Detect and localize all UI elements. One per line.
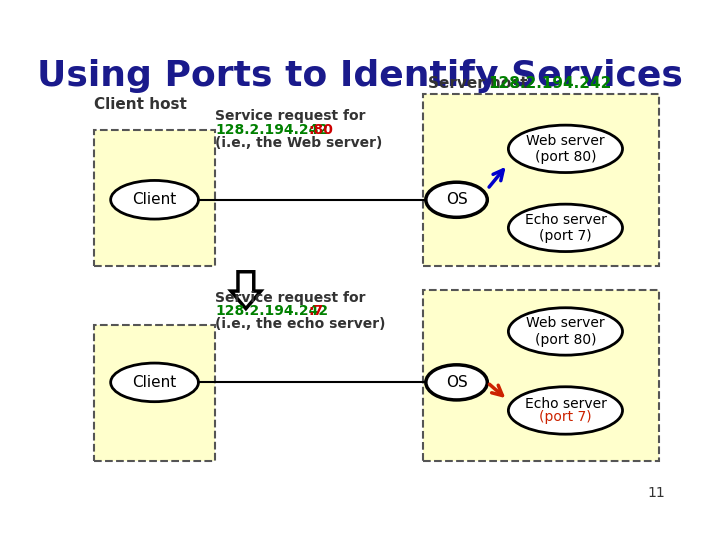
Ellipse shape	[426, 365, 487, 400]
Text: OS: OS	[446, 192, 467, 207]
Text: (port 7): (port 7)	[539, 410, 592, 424]
Ellipse shape	[508, 387, 623, 434]
FancyBboxPatch shape	[423, 94, 659, 266]
Text: (i.e., the Web server): (i.e., the Web server)	[215, 136, 382, 150]
Ellipse shape	[508, 308, 623, 355]
Text: Client host: Client host	[94, 97, 187, 112]
Text: (i.e., the echo server): (i.e., the echo server)	[215, 318, 386, 332]
Ellipse shape	[508, 125, 623, 173]
Text: 128.2.194.242: 128.2.194.242	[215, 123, 328, 137]
Text: 128.2.194.242: 128.2.194.242	[215, 304, 328, 318]
Text: Service request for: Service request for	[215, 291, 366, 305]
Text: Server host: Server host	[428, 76, 534, 91]
Text: :80: :80	[308, 123, 333, 137]
Text: Echo server
(port 7): Echo server (port 7)	[524, 213, 606, 243]
Ellipse shape	[111, 363, 199, 402]
Text: Client: Client	[132, 375, 176, 390]
Text: Web server
(port 80): Web server (port 80)	[526, 316, 605, 347]
Text: Using Ports to Identify Services: Using Ports to Identify Services	[37, 59, 683, 93]
FancyBboxPatch shape	[423, 290, 659, 461]
Text: OS: OS	[446, 375, 467, 390]
Text: 128.2.194.242: 128.2.194.242	[488, 76, 611, 91]
Text: Service request for: Service request for	[215, 110, 366, 123]
Text: :7: :7	[308, 304, 323, 318]
FancyArrow shape	[231, 272, 261, 309]
Ellipse shape	[426, 182, 487, 217]
FancyBboxPatch shape	[94, 325, 215, 461]
Ellipse shape	[111, 180, 199, 219]
FancyBboxPatch shape	[94, 130, 215, 266]
Text: 11: 11	[648, 486, 665, 500]
Text: Client: Client	[132, 192, 176, 207]
Text: Echo server: Echo server	[524, 397, 606, 411]
Text: Web server
(port 80): Web server (port 80)	[526, 134, 605, 164]
Ellipse shape	[508, 204, 623, 252]
